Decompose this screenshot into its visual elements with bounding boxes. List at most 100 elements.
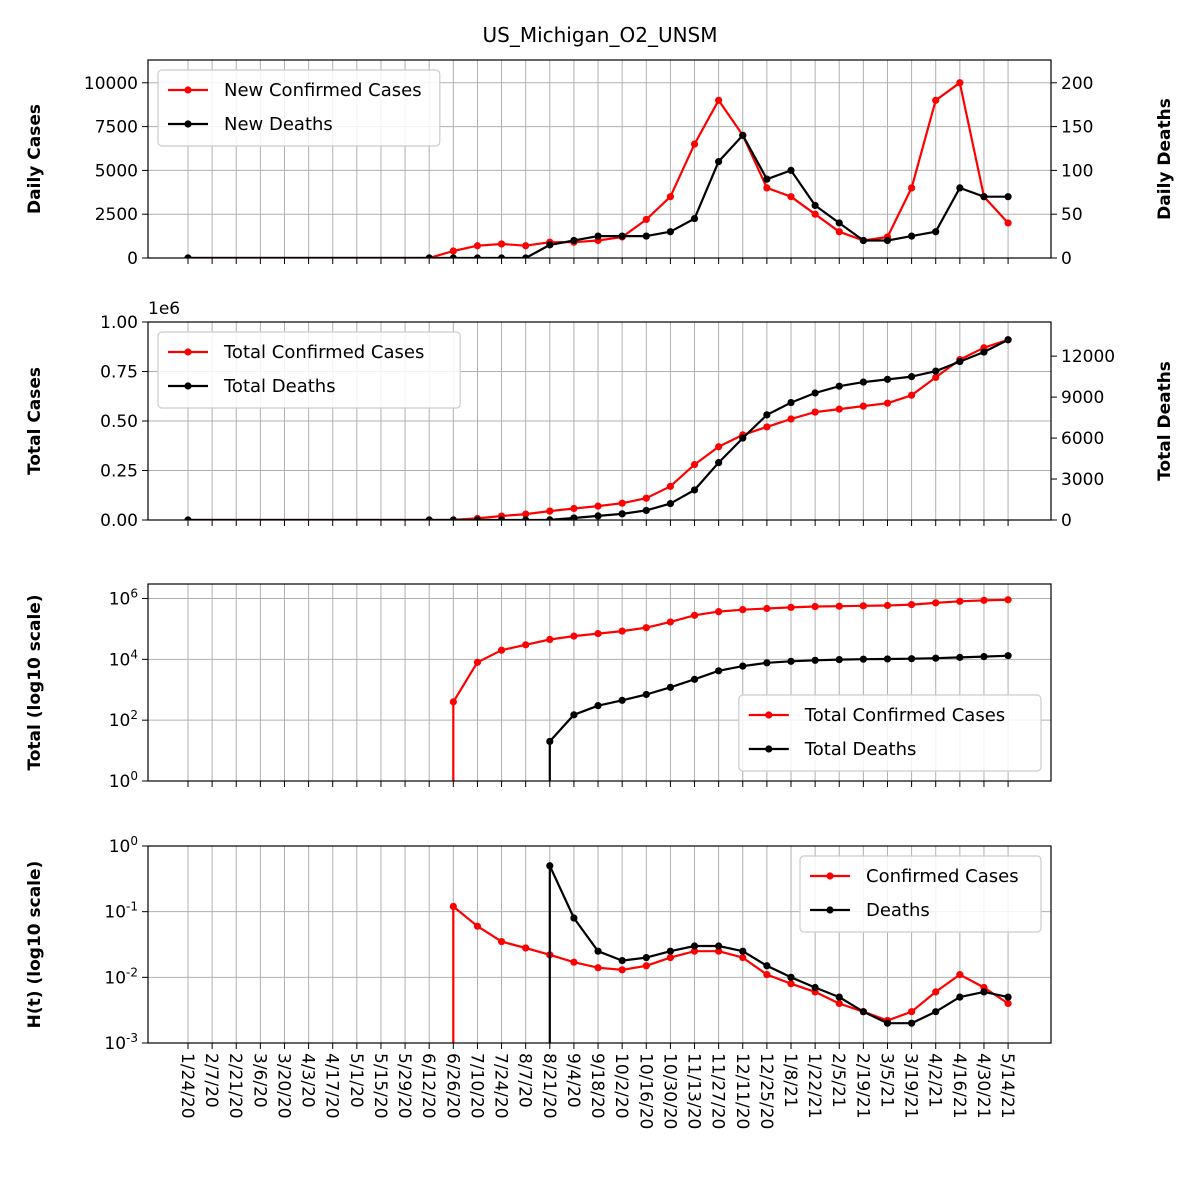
- series-line-new-deaths: [188, 134, 1009, 258]
- data-point: [1004, 219, 1012, 227]
- data-point: [956, 184, 964, 192]
- legend: New Confirmed Cases New Deaths: [157, 69, 441, 147]
- legend-swatch-marker: [765, 711, 773, 719]
- y-tick-label: 5000: [95, 161, 138, 181]
- x-tick-label: 4/16/21: [949, 1053, 969, 1119]
- y-right-tick-label: 6000: [1061, 429, 1104, 449]
- data-point: [787, 980, 795, 988]
- data-point: [835, 219, 843, 227]
- legend-swatch-marker: [184, 86, 192, 94]
- x-tick-label: 10/30/20: [659, 1053, 679, 1129]
- data-point: [666, 228, 675, 236]
- data-point: [570, 958, 578, 966]
- data-point: [1004, 336, 1012, 344]
- x-tick-label: 3/6/20: [249, 1053, 269, 1108]
- data-point: [739, 947, 747, 955]
- data-point: [449, 516, 457, 520]
- data-point: [642, 690, 650, 699]
- plot-frame: [147, 321, 1052, 521]
- data-point: [859, 402, 867, 410]
- y-right-tick-label: 3000: [1061, 470, 1104, 490]
- data-point: [642, 215, 650, 224]
- data-point: [763, 971, 771, 979]
- data-point: [932, 373, 940, 382]
- x-tick-label: 8/7/20: [515, 1053, 535, 1108]
- y-tick-label: 10000: [84, 74, 138, 94]
- data-point: [883, 1019, 892, 1027]
- data-point: [956, 971, 964, 979]
- legend-swatch-marker: [826, 872, 834, 880]
- series-group: [184, 79, 1012, 258]
- data-point: [497, 254, 506, 258]
- data-point: [835, 228, 843, 236]
- panels: 0 2500 5000 7500 10000 0 50 100 150 200 Daily Deat…: [25, 59, 1175, 1054]
- data-point: [666, 947, 675, 955]
- x-tick-label: 2/5/21: [828, 1053, 848, 1108]
- data-point: [787, 166, 795, 174]
- data-point: [883, 399, 892, 407]
- y-right-tick-label: 100: [1061, 161, 1093, 181]
- legend-label: New Confirmed Cases: [224, 80, 422, 101]
- x-tick-label: 2/19/21: [852, 1053, 872, 1119]
- data-point: [1004, 193, 1012, 201]
- data-point: [594, 964, 602, 972]
- data-point: [763, 659, 771, 667]
- y-right-tick-label: 200: [1061, 74, 1093, 94]
- data-point: [787, 657, 795, 665]
- legend-label: New Deaths: [224, 114, 333, 135]
- data-point: [932, 228, 940, 236]
- data-point: [642, 962, 650, 970]
- data-point: [715, 459, 723, 467]
- data-point: [522, 641, 530, 649]
- y-right-tick-label: 50: [1061, 205, 1083, 225]
- legend-swatch-marker: [765, 745, 773, 753]
- data-point: [932, 1008, 940, 1016]
- y-tick-label: 102: [109, 708, 138, 731]
- data-point: [546, 516, 554, 520]
- data-point: [522, 254, 530, 258]
- data-point: [618, 696, 626, 704]
- x-tick-label: 7/24/20: [491, 1053, 511, 1119]
- data-point: [835, 602, 843, 610]
- series-line-new-confirmed-cases: [188, 81, 1009, 258]
- data-point: [666, 618, 675, 626]
- data-point: [449, 902, 457, 911]
- y-right-tick-label: 9000: [1061, 388, 1104, 408]
- data-point: [570, 632, 578, 640]
- data-point: [980, 596, 988, 604]
- data-point: [642, 506, 650, 515]
- data-point: [811, 408, 819, 416]
- x-tick-label: 2/21/20: [225, 1053, 245, 1119]
- series-line-total-confirmed-cases: [188, 338, 1009, 520]
- y-axis-label: Total Cases: [25, 367, 45, 475]
- data-point: [618, 627, 626, 635]
- panel-total_log: 100 102 104 106 Total (log10 scale) Total Con…: [25, 583, 1052, 792]
- y-tick-label: 2500: [95, 205, 138, 225]
- data-point: [908, 232, 916, 240]
- data-point: [497, 938, 506, 946]
- data-point: [859, 602, 867, 610]
- data-point: [1004, 652, 1012, 660]
- data-point: [763, 423, 771, 431]
- data-point: [956, 358, 964, 366]
- data-point: [932, 599, 940, 607]
- data-point: [956, 653, 964, 661]
- data-point: [425, 516, 433, 520]
- data-point: [787, 973, 795, 981]
- data-point: [739, 662, 747, 670]
- data-point: [932, 654, 940, 662]
- legend-box: [157, 331, 461, 409]
- x-tick-label: 4/17/20: [322, 1053, 342, 1119]
- x-tick-label: 10/16/20: [635, 1053, 655, 1129]
- legend-swatch-marker: [184, 382, 192, 390]
- data-point: [473, 516, 482, 520]
- data-point: [739, 131, 747, 139]
- y-tick-label: 10-1: [104, 900, 138, 923]
- y-tick-label: 0.75: [100, 363, 138, 383]
- figure-title: US_Michigan_O2_UNSM: [482, 23, 717, 47]
- data-point: [1004, 999, 1012, 1008]
- data-point: [883, 236, 892, 245]
- data-point: [908, 601, 916, 609]
- data-point: [473, 658, 482, 666]
- y-tick-label: 0.25: [100, 462, 138, 482]
